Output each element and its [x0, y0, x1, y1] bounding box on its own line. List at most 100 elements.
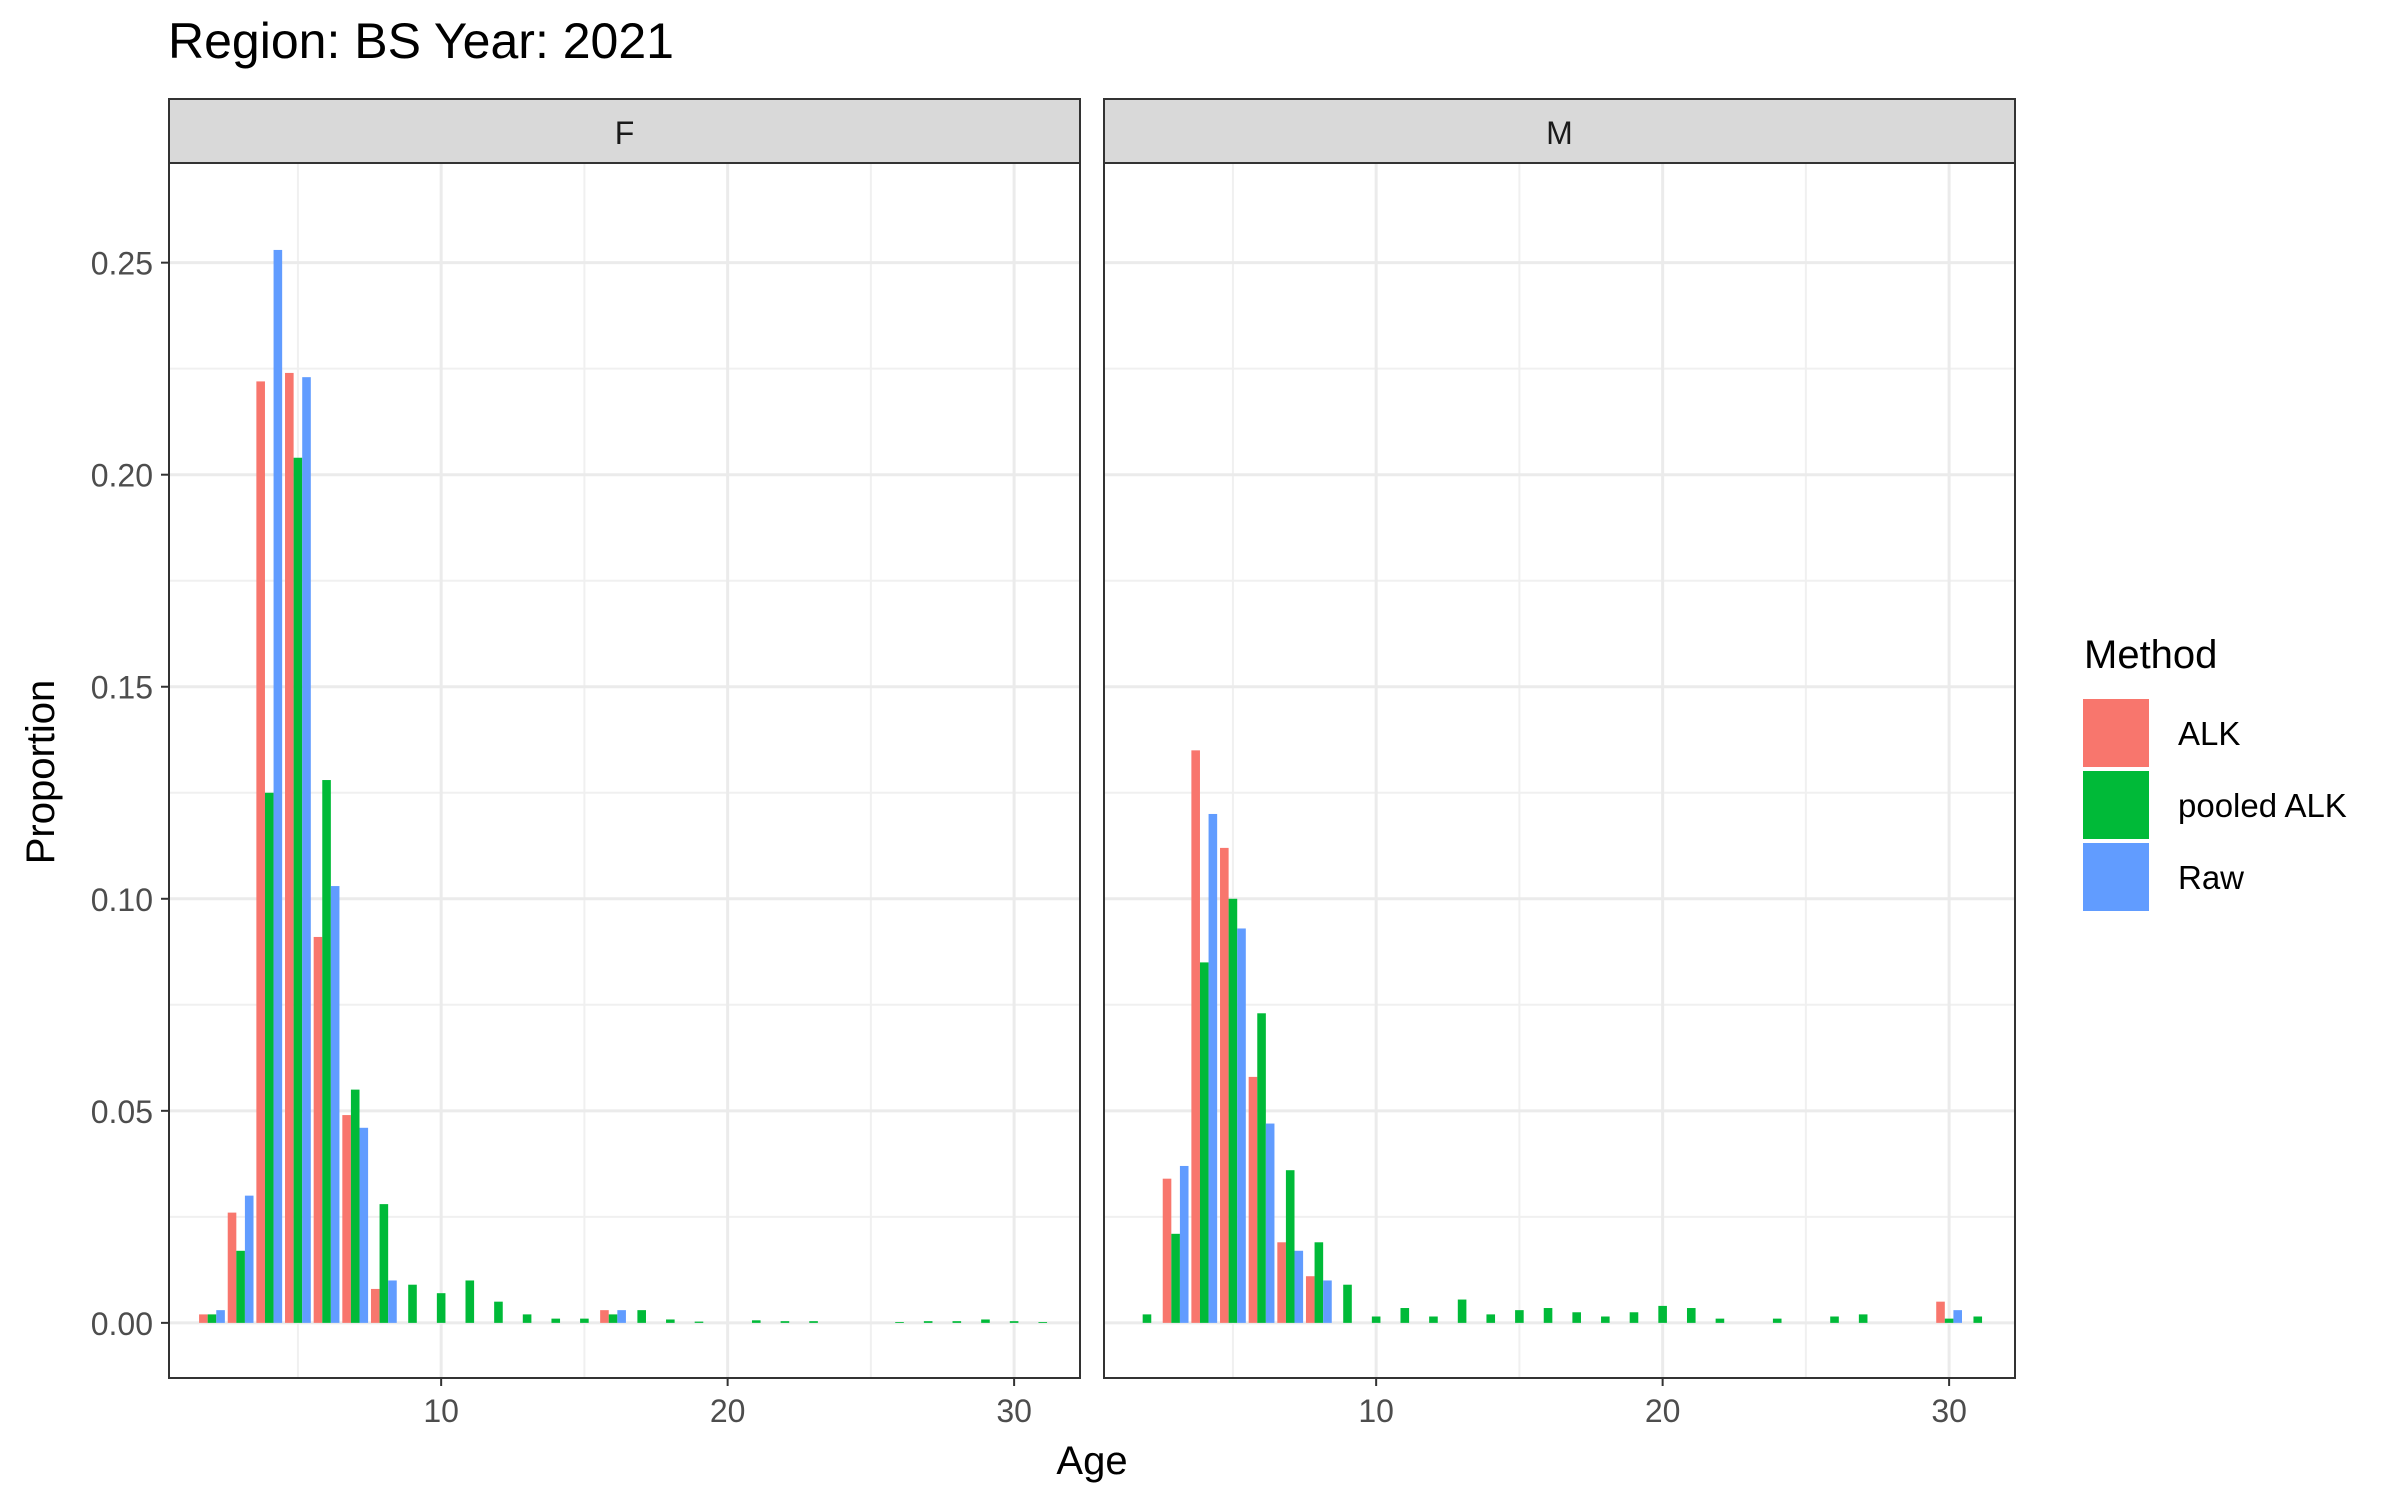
bar-raw	[388, 1280, 397, 1323]
bar-alk	[342, 1115, 351, 1323]
bar-raw	[1179, 1165, 1189, 1323]
bar-pooled-alk	[350, 1089, 360, 1323]
bar-pooled-alk	[1038, 1322, 1048, 1323]
x-tick-label: 10	[1358, 1393, 1394, 1429]
bar-pooled-alk	[1285, 1170, 1295, 1323]
legend-key-alk	[2083, 699, 2149, 767]
legend-key-pooled-alk	[2083, 771, 2149, 839]
bar-pooled-alk	[1629, 1312, 1639, 1323]
bar-pooled-alk	[207, 1314, 217, 1323]
bar-pooled-alk	[1400, 1308, 1410, 1323]
bar-pooled-alk	[551, 1318, 561, 1323]
bar-pooled-alk	[236, 1250, 245, 1323]
bar-raw	[1237, 928, 1246, 1323]
bar-pooled-alk	[809, 1321, 818, 1323]
bar-pooled-alk	[522, 1314, 532, 1323]
bar-raw	[1953, 1310, 1963, 1323]
bar-alk	[199, 1314, 208, 1323]
bar-pooled-alk	[494, 1301, 503, 1323]
y-tick-label: 0.20	[91, 458, 153, 494]
bar-alk	[1248, 1076, 1258, 1323]
bar-raw	[1323, 1280, 1332, 1323]
bar-pooled-alk	[1973, 1316, 1983, 1323]
bar-pooled-alk	[1457, 1299, 1467, 1323]
x-tick-label: 10	[423, 1393, 459, 1429]
bar-alk	[1277, 1242, 1286, 1323]
bar-pooled-alk	[1371, 1316, 1381, 1323]
bar-pooled-alk	[436, 1293, 446, 1323]
bar-pooled-alk	[1343, 1284, 1352, 1323]
bar-pooled-alk	[895, 1322, 904, 1323]
bar-pooled-alk	[694, 1321, 704, 1323]
bar-pooled-alk	[1515, 1310, 1524, 1323]
bar-pooled-alk	[264, 792, 274, 1323]
bar-raw	[617, 1310, 626, 1323]
bar-raw	[330, 886, 340, 1323]
y-tick-label: 0.00	[91, 1306, 153, 1342]
bar-pooled-alk	[1543, 1308, 1553, 1323]
bar-pooled-alk	[379, 1204, 389, 1323]
legend-key-raw	[2083, 843, 2149, 911]
chart-title: Region: BS Year: 2021	[168, 13, 674, 69]
bar-pooled-alk	[1171, 1233, 1180, 1323]
bar-alk	[370, 1288, 380, 1323]
bar-pooled-alk	[1686, 1308, 1696, 1323]
bar-pooled-alk	[666, 1319, 675, 1323]
x-tick-label: 30	[1931, 1393, 1967, 1429]
bar-raw	[1208, 813, 1218, 1323]
x-axis-title: Age	[1056, 1439, 1127, 1483]
bar-pooled-alk	[408, 1284, 417, 1323]
bar-raw	[302, 377, 311, 1323]
bar-pooled-alk	[1572, 1312, 1581, 1323]
bar-alk	[256, 381, 265, 1323]
bar-raw	[273, 249, 283, 1323]
bar-pooled-alk	[608, 1314, 618, 1323]
facet-strip-label: M	[1546, 115, 1573, 151]
bar-pooled-alk	[1009, 1321, 1019, 1323]
bar-pooled-alk	[981, 1319, 990, 1323]
bar-pooled-alk	[1199, 962, 1209, 1323]
y-tick-label: 0.25	[91, 246, 153, 282]
bar-alk	[285, 372, 294, 1323]
bar-raw	[216, 1310, 225, 1323]
bar-alk	[1191, 750, 1200, 1323]
y-axis-title: Proportion	[19, 680, 63, 865]
facet-strip	[1103, 98, 2016, 164]
bar-pooled-alk	[1314, 1242, 1324, 1323]
bar-pooled-alk	[751, 1320, 761, 1323]
facet-strip-label: F	[615, 115, 635, 151]
bar-pooled-alk	[1228, 898, 1238, 1323]
x-tick-label: 20	[710, 1393, 746, 1429]
bar-pooled-alk	[580, 1318, 589, 1323]
bar-alk	[1162, 1178, 1172, 1323]
bar-raw	[1294, 1250, 1304, 1323]
bar-pooled-alk	[1257, 1013, 1266, 1323]
bar-alk	[1220, 847, 1229, 1323]
legend-title: Method	[2084, 633, 2217, 677]
bar-pooled-alk	[465, 1280, 475, 1323]
facet-panel-m: M 10 20 30	[1103, 98, 2016, 1429]
bar-pooled-alk	[1142, 1314, 1152, 1323]
legend-label: pooled ALK	[2178, 787, 2347, 824]
legend-label: ALK	[2178, 715, 2240, 752]
bar-raw	[359, 1127, 369, 1323]
bar-pooled-alk	[1772, 1318, 1782, 1323]
bar-alk	[1936, 1301, 1945, 1323]
bar-alk	[227, 1212, 237, 1323]
bar-pooled-alk	[637, 1310, 646, 1323]
legend: Method ALK pooled ALK Raw	[2083, 633, 2347, 911]
y-tick-label: 0.15	[91, 670, 153, 706]
facet-strip	[168, 98, 1081, 164]
facet-panel-f: F 10 20 30	[168, 98, 1081, 1429]
x-tick-label: 20	[1645, 1393, 1681, 1429]
bar-pooled-alk	[322, 780, 331, 1323]
bar-pooled-alk	[1715, 1318, 1725, 1323]
bar-pooled-alk	[293, 457, 303, 1323]
y-tick-label: 0.10	[91, 882, 153, 918]
bar-pooled-alk	[1944, 1318, 1954, 1323]
bar-alk	[1305, 1276, 1315, 1323]
bar-pooled-alk	[923, 1321, 933, 1323]
bar-alk	[313, 936, 323, 1323]
